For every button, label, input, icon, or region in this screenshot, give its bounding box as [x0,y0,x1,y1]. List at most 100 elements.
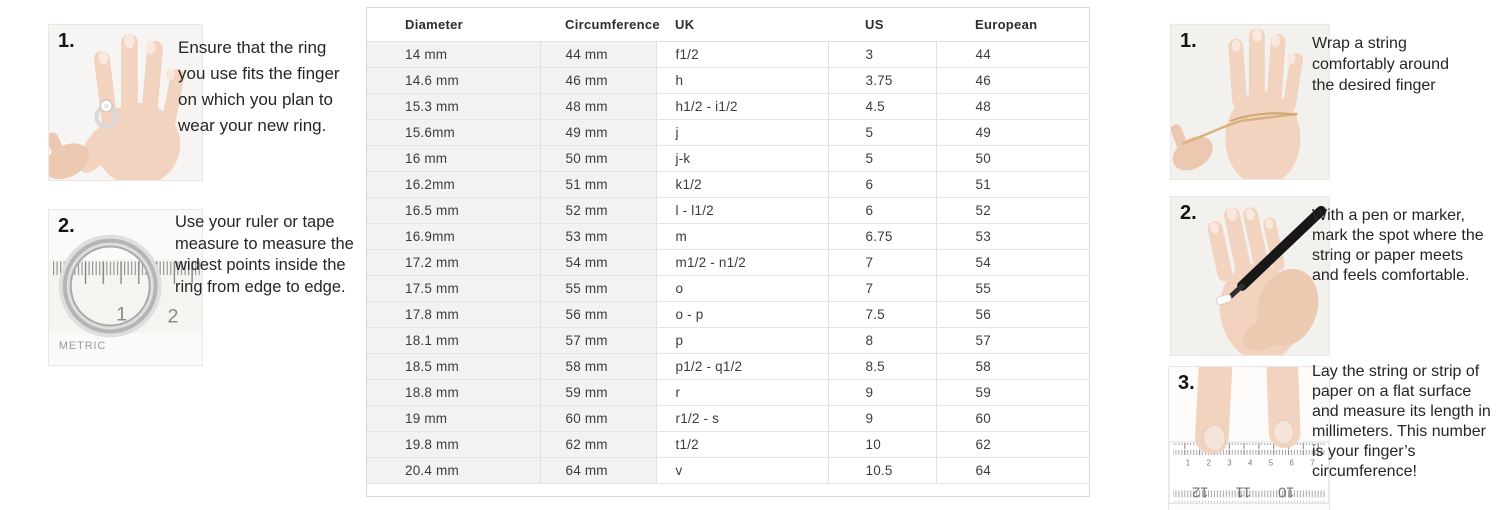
table-cell: f1/2 [655,41,828,68]
ruler-top-number: 6 [1289,459,1294,468]
right-step-2-text: With a pen or marker, mark the spot wher… [1312,207,1484,284]
table-cell: 17.8 mm [367,301,540,328]
ring-on-ruler-icon: 1 2 METRIC [49,210,202,365]
table-cell: 58 [935,353,1089,380]
ruler-bottom-number: 11 [1236,483,1251,499]
table-cell: 15.6mm [367,119,540,146]
table-cell: 60 [935,405,1089,432]
table-row: 18.5 mm 58 mm p1/2 - q1/2 8.5 58 [367,353,1089,380]
table-cell: r [655,379,828,406]
pen-marking-string-icon [1171,197,1329,355]
table-cell: 14.6 mm [367,67,540,94]
table-cell: 19.8 mm [367,431,540,458]
table-cell: 4.5 [827,93,936,120]
table-cell: 6 [827,171,936,198]
table-cell: 51 [935,171,1089,198]
right-step-1-number: 1. [1180,30,1197,52]
table-cell: 8.5 [827,353,936,380]
table-cell: 7 [827,249,936,276]
table-cell: 17.5 mm [367,275,540,302]
table-cell: 10 [827,431,936,458]
table-cell: 6.75 [827,223,936,250]
right-step-3-number: 3. [1178,372,1195,394]
ruler-number-2: 2 [167,306,178,328]
table-row: 16.2mm 51 mm k1/2 6 51 [367,171,1089,198]
string-around-finger-icon [1171,25,1329,179]
header-us: US [828,8,936,42]
ring-size-table-container: Diameter Circumference UK US European 14… [366,7,1090,497]
table-cell: 16.9mm [367,223,540,250]
measure-ruler-icon: 1 2 3 4 5 6 7 12 11 10 [1169,367,1329,510]
table-cell: 5 [827,119,936,146]
ring-icon [94,99,119,129]
table-cell: 18.5 mm [367,353,540,380]
table-cell: 48 mm [539,93,656,120]
ring-icon [58,234,162,338]
table-cell: t1/2 [655,431,828,458]
table-cell: 16.2mm [367,171,540,198]
table-cell: 55 [935,275,1089,302]
table-cell: k1/2 [655,171,828,198]
table-cell: 55 mm [539,275,656,302]
table-row: 15.3 mm 48 mm h1/2 - i1/2 4.5 48 [367,93,1089,120]
table-cell: 48 [935,93,1089,120]
table-cell: 19 mm [367,405,540,432]
pen-marking-string-photo: 2. [1170,196,1330,356]
table-cell: m1/2 - n1/2 [655,249,828,276]
table-row: 14.6 mm 46 mm h 3.75 46 [367,67,1089,94]
table-row: 17.8 mm 56 mm o - p 7.5 56 [367,301,1089,328]
table-cell: 16.5 mm [367,197,540,224]
table-cell: 16 mm [367,145,540,172]
table-cell: o - p [655,301,828,328]
table-cell: 59 [935,379,1089,406]
table-cell: 54 [935,249,1089,276]
table-cell: 60 mm [539,405,656,432]
hand-with-ring-photo: 1. [48,24,203,181]
metric-label: METRIC [59,340,107,352]
table-cell: 56 [935,301,1089,328]
table-cell: j [655,119,828,146]
table-cell: r1/2 - s [655,405,828,432]
table-cell: 20.4 mm [367,457,540,484]
table-cell: 62 mm [539,431,656,458]
table-cell: 9 [827,405,936,432]
header-european: European [936,8,1089,42]
right-step-1-text: Wrap a string comfortably around the des… [1312,35,1449,94]
ruler-top-number: 2 [1207,459,1211,468]
table-cell: 14 mm [367,41,540,68]
table-cell: 3.75 [827,67,936,94]
table-cell: 52 mm [539,197,656,224]
table-cell: 56 mm [539,301,656,328]
table-row: 16.5 mm 52 mm l - l1/2 6 52 [367,197,1089,224]
right-step-2-number: 2. [1180,202,1197,224]
left-step-1-number: 1. [58,30,75,52]
left-step-1-text: Ensure that the ring you use fits the fi… [178,38,340,135]
table-cell: 57 [935,327,1089,354]
table-cell: 18.8 mm [367,379,540,406]
table-row: 15.6mm 49 mm j 5 49 [367,119,1089,146]
table-cell: 64 [935,457,1089,484]
table-header: Diameter Circumference UK US European [367,8,1089,42]
table-cell: 64 mm [539,457,656,484]
table-cell: o [655,275,828,302]
table-cell: 58 mm [539,353,656,380]
table-cell: 49 mm [539,119,656,146]
table-cell: j-k [655,145,828,172]
table-row: 17.2 mm 54 mm m1/2 - n1/2 7 54 [367,249,1089,276]
table-cell: 51 mm [539,171,656,198]
table-row: 14 mm 44 mm f1/2 3 44 [367,41,1089,68]
table-cell: 8 [827,327,936,354]
table-cell: 53 mm [539,223,656,250]
table-cell: 17.2 mm [367,249,540,276]
table-cell: 50 [935,145,1089,172]
hand-with-ring-icon [49,25,202,180]
header-circumference: Circumference [540,8,660,42]
table-cell: 15.3 mm [367,93,540,120]
finger-icon [1195,367,1233,454]
string-around-finger-photo: 1. [1170,24,1330,180]
table-cell: 6 [827,197,936,224]
table-body: 14 mm 44 mm f1/2 3 44 14.6 mm 46 mm h 3.75 46 15.3… [367,41,1089,484]
table-cell: p [655,327,828,354]
table-cell: 49 [935,119,1089,146]
